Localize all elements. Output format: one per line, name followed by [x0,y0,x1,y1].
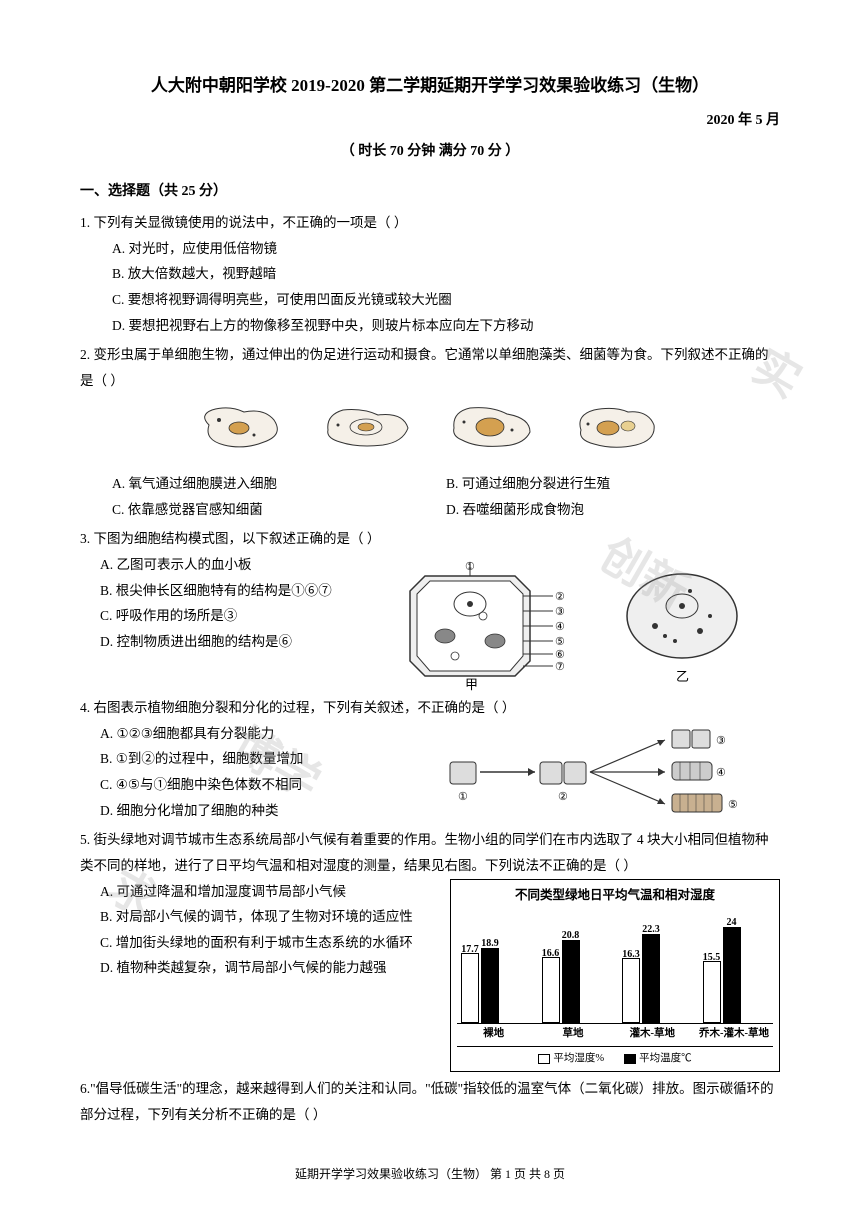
humidity-bar: 17.7 [461,953,479,1024]
q5-option-c: C. 增加街头绿地的面积有利于城市生态系统的水循环 [100,930,440,956]
humidity-bar: 16.6 [542,957,560,1023]
q1-option-a: A. 对光时，应使用低倍物镜 [112,236,780,262]
q2-option-a: A. 氧气通过细胞膜进入细胞 [112,471,446,497]
svg-text:⑦: ⑦ [555,661,565,673]
bar-group: 16.322.3 [622,934,689,1023]
q2-option-c: C. 依靠感觉器官感知细菌 [112,497,446,523]
x-axis-label: 乔木-灌木-草地 [699,1024,769,1044]
svg-text:⑥: ⑥ [555,649,565,661]
q5-option-b: B. 对局部小气候的调节，体现了生物对环境的适应性 [100,904,440,930]
q5-option-d: D. 植物种类越复杂，调节局部小气候的能力越强 [100,955,440,981]
x-axis-label: 草地 [540,1024,605,1044]
legend-temp: 平均温度℃ [624,1049,692,1069]
q1-stem: 1. 下列有关显微镜使用的说法中，不正确的一项是（ ） [80,210,780,236]
temp-bar: 22.3 [642,934,660,1023]
q4-option-a: A. ①②③细胞都具有分裂能力 [100,721,410,747]
question-4: 4. 右图表示植物细胞分裂和分化的过程，下列有关叙述，不正确的是（ ） A. ①… [80,695,780,823]
exam-date: 2020 年 5 月 [80,108,780,135]
q4-stem: 4. 右图表示植物细胞分裂和分化的过程，下列有关叙述，不正确的是（ ） [80,695,780,721]
svg-text:乙: 乙 [676,669,689,684]
q6-stem: 6."倡导低碳生活"的理念，越来越得到人们的关注和认同。"低碳"指较低的温室气体… [80,1076,780,1127]
svg-text:⑤: ⑤ [728,799,738,811]
animal-cell-diagram: 乙 [620,556,755,691]
amoeba-3 [442,400,542,455]
amoeba-4 [566,400,666,455]
svg-text:②: ② [558,791,568,803]
svg-text:②: ② [555,591,565,603]
q3-option-b: B. 根尖伸长区细胞特有的结构是①⑥⑦ [100,578,380,604]
svg-text:甲: 甲 [465,677,478,691]
cell-division-diagram: ① ② ③ ④ ⑤ [440,722,750,822]
svg-text:①: ① [458,791,468,803]
amoeba-1 [194,400,294,455]
q1-option-c: C. 要想将视野调得明亮些，可使用凹面反光镜或较大光圈 [112,287,780,313]
q3-option-d: D. 控制物质进出细胞的结构是⑥ [100,629,380,655]
amoeba-2 [318,400,418,455]
q5-option-a: A. 可通过降温和增加湿度调节局部小气候 [100,879,440,905]
svg-text:①: ① [465,561,475,573]
bar-group: 17.718.9 [461,948,528,1024]
q3-stem: 3. 下图为细胞结构模式图，以下叙述正确的是（ ） [80,526,780,552]
q2-stem: 2. 变形虫属于单细胞生物，通过伸出的伪足进行运动和摄食。它通常以单细胞藻类、细… [80,342,780,393]
legend-humidity: 平均湿度% [538,1049,604,1069]
bar-group: 15.524 [703,927,770,1023]
svg-text:③: ③ [555,606,565,618]
x-axis-label: 灌木-草地 [620,1024,685,1044]
temp-bar: 20.8 [562,940,580,1023]
plant-cell-diagram: ① ② ③ ④ ⑤ ⑥ ⑦ 甲 [405,556,580,691]
section-title: 一、选择题（共 25 分） [80,179,780,206]
q4-option-b: B. ①到②的过程中，细胞数量增加 [100,746,410,772]
q3-option-a: A. 乙图可表示人的血小板 [100,552,380,578]
humidity-bar: 16.3 [622,958,640,1023]
svg-text:③: ③ [716,735,726,747]
svg-text:④: ④ [555,621,565,633]
humidity-bar: 15.5 [703,961,721,1023]
chart-title: 不同类型绿地日平均气温和相对湿度 [457,884,773,908]
amoeba-figure [80,400,780,466]
q5-stem: 5. 街头绿地对调节城市生态系统局部小气候有着重要的作用。生物小组的同学们在市内… [80,827,780,878]
q4-option-d: D. 细胞分化增加了细胞的种类 [100,798,410,824]
temp-bar: 18.9 [481,948,499,1024]
question-6: 6."倡导低碳生活"的理念，越来越得到人们的关注和认同。"低碳"指较低的温室气体… [80,1076,780,1127]
question-2: 2. 变形虫属于单细胞生物，通过伸出的伪足进行运动和摄食。它通常以单细胞藻类、细… [80,342,780,522]
q2-option-d: D. 吞噬细菌形成食物泡 [446,497,780,523]
q2-option-b: B. 可通过细胞分裂进行生殖 [446,471,780,497]
temp-bar: 24 [723,927,741,1023]
svg-text:④: ④ [716,767,726,779]
x-axis-label: 裸地 [461,1024,526,1044]
exam-info: （ 时长 70 分钟 满分 70 分 ） [80,139,780,166]
q1-option-b: B. 放大倍数越大，视野越暗 [112,261,780,287]
chart-container: 不同类型绿地日平均气温和相对湿度 17.718.916.620.816.322.… [450,879,780,1073]
question-3: 3. 下图为细胞结构模式图，以下叙述正确的是（ ） A. 乙图可表示人的血小板 … [80,526,780,691]
question-1: 1. 下列有关显微镜使用的说法中，不正确的一项是（ ） A. 对光时，应使用低倍… [80,210,780,338]
question-5: 5. 街头绿地对调节城市生态系统局部小气候有着重要的作用。生物小组的同学们在市内… [80,827,780,1072]
q3-option-c: C. 呼吸作用的场所是③ [100,603,380,629]
q1-option-d: D. 要想把视野右上方的物像移至视野中央，则玻片标本应向左下方移动 [112,313,780,339]
q4-option-c: C. ④⑤与①细胞中染色体数不相同 [100,772,410,798]
page-footer: 延期开学学习效果验收练习（生物） 第 1 页 共 8 页 [0,1163,860,1186]
svg-text:⑤: ⑤ [555,636,565,648]
bar-group: 16.620.8 [542,940,609,1023]
page-title: 人大附中朝阳学校 2019-2020 第二学期延期开学学习效果验收练习（生物） [80,70,780,102]
